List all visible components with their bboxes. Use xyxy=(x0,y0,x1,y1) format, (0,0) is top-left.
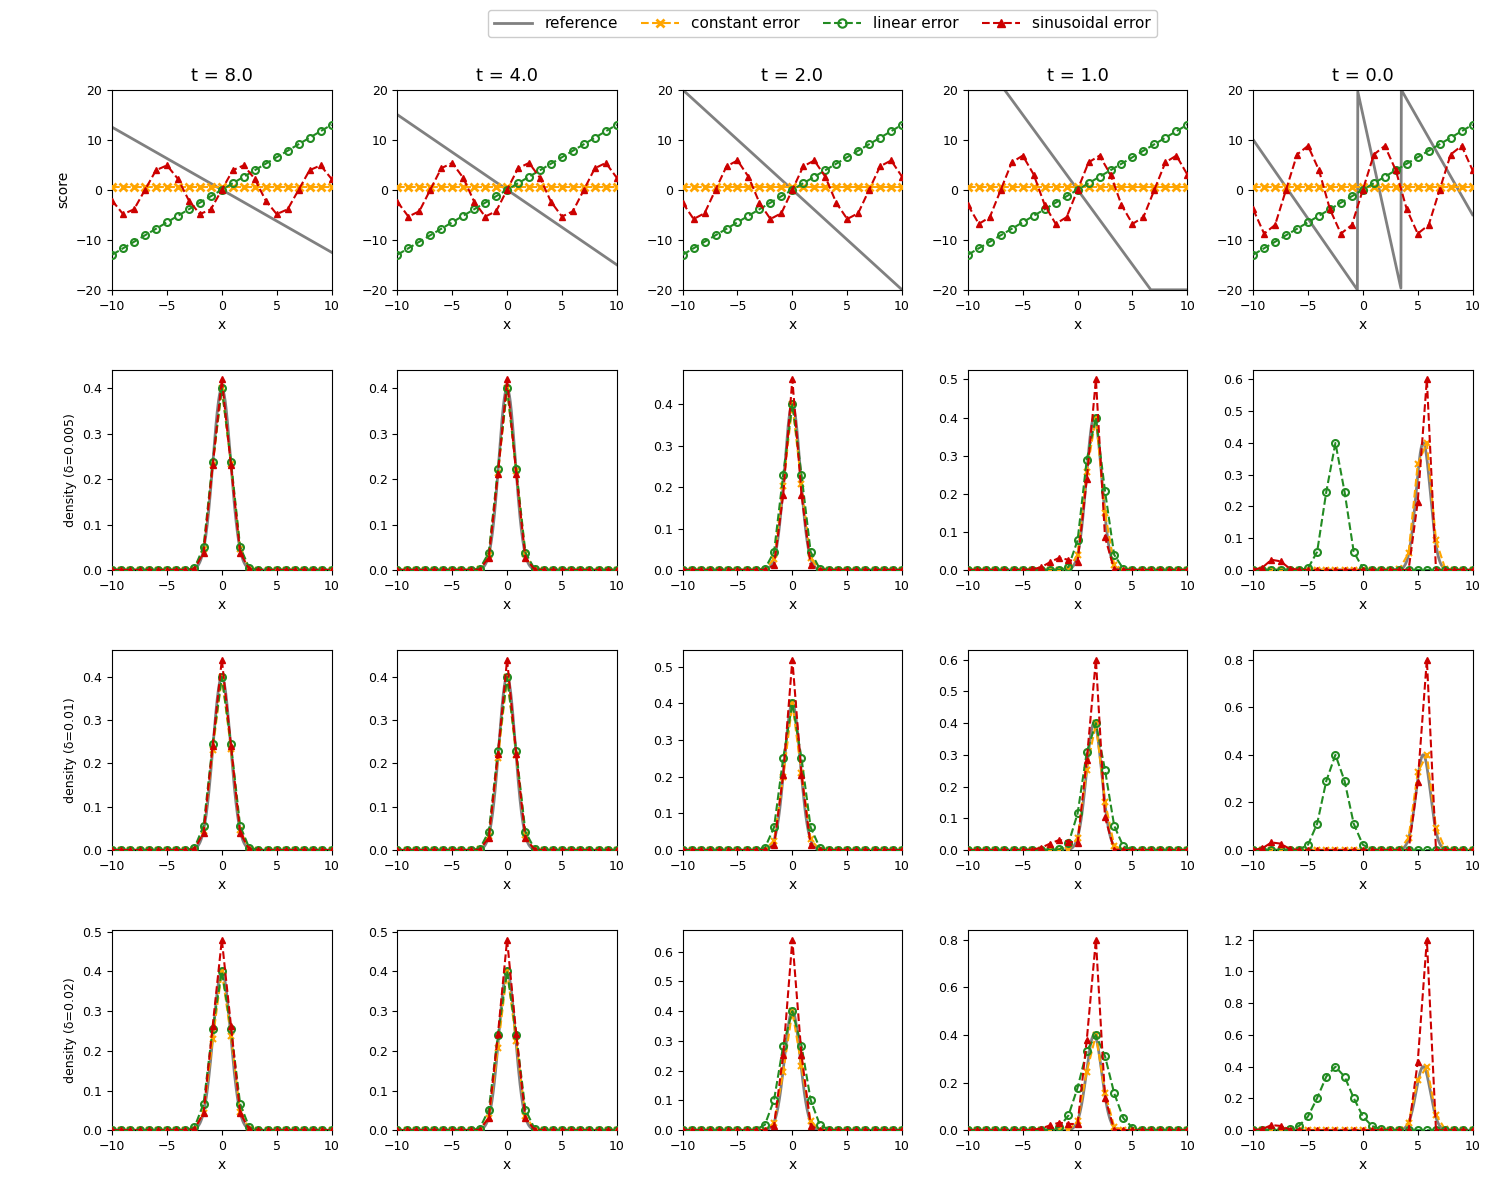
Title: t = 1.0: t = 1.0 xyxy=(1046,67,1109,85)
X-axis label: x: x xyxy=(1359,318,1366,332)
X-axis label: x: x xyxy=(502,878,511,892)
X-axis label: x: x xyxy=(788,598,797,612)
X-axis label: x: x xyxy=(218,1159,226,1172)
Title: t = 0.0: t = 0.0 xyxy=(1332,67,1393,85)
X-axis label: x: x xyxy=(1073,1159,1082,1172)
Y-axis label: density (δ=0.01): density (δ=0.01) xyxy=(64,697,76,803)
Y-axis label: score: score xyxy=(57,171,70,208)
X-axis label: x: x xyxy=(1359,598,1366,612)
Title: t = 4.0: t = 4.0 xyxy=(475,67,538,85)
X-axis label: x: x xyxy=(1073,318,1082,332)
X-axis label: x: x xyxy=(788,878,797,892)
X-axis label: x: x xyxy=(1073,598,1082,612)
X-axis label: x: x xyxy=(502,1159,511,1172)
Y-axis label: density (δ=0.02): density (δ=0.02) xyxy=(64,977,76,1084)
Title: t = 8.0: t = 8.0 xyxy=(191,67,253,85)
X-axis label: x: x xyxy=(1359,878,1366,892)
X-axis label: x: x xyxy=(788,318,797,332)
X-axis label: x: x xyxy=(218,878,226,892)
Title: t = 2.0: t = 2.0 xyxy=(761,67,824,85)
Y-axis label: density (δ=0.005): density (δ=0.005) xyxy=(64,413,76,526)
X-axis label: x: x xyxy=(1359,1159,1366,1172)
X-axis label: x: x xyxy=(502,598,511,612)
X-axis label: x: x xyxy=(1073,878,1082,892)
Legend: reference, constant error, linear error, sinusoidal error: reference, constant error, linear error,… xyxy=(487,10,1157,37)
X-axis label: x: x xyxy=(218,598,226,612)
X-axis label: x: x xyxy=(788,1159,797,1172)
X-axis label: x: x xyxy=(218,318,226,332)
X-axis label: x: x xyxy=(502,318,511,332)
